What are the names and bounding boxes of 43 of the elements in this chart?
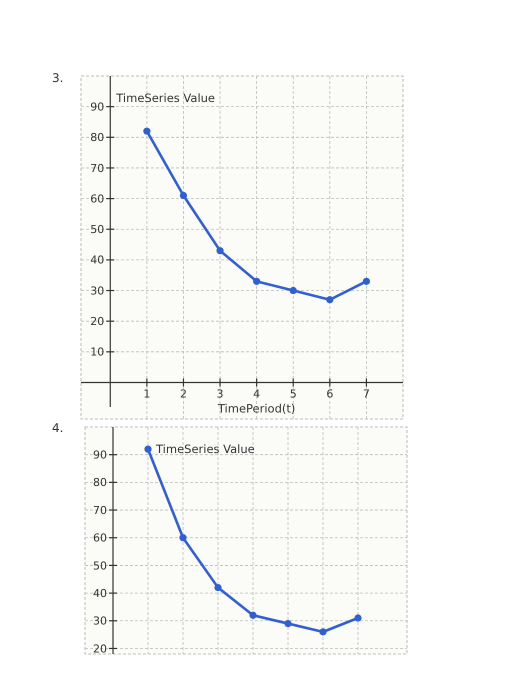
point	[180, 192, 188, 200]
y-tick-label: 30	[90, 284, 104, 298]
point	[253, 278, 260, 285]
y-tick-label: 80	[90, 131, 104, 144]
y-tick-label: 90	[90, 100, 104, 114]
chart-title: 3.	[52, 71, 64, 85]
y-tick-label: 40	[93, 586, 107, 600]
point	[249, 612, 257, 619]
point	[284, 620, 292, 628]
y-axis-title: TimeSeries Value	[115, 91, 216, 105]
y-tick-label: 60	[90, 192, 104, 206]
y-tick-label: 80	[93, 476, 107, 490]
y-tick-label: 70	[90, 162, 104, 175]
y-tick-label: 20	[93, 642, 107, 656]
point	[179, 534, 187, 542]
point	[290, 286, 297, 294]
x-tick-label: 1	[143, 387, 150, 400]
point	[319, 628, 327, 636]
y-axis-title: TimeSeries Value	[155, 442, 255, 456]
point	[216, 247, 224, 254]
y-tick-label: 40	[90, 254, 104, 267]
x-tick-label: 6	[326, 387, 334, 400]
y-tick-label: 70	[93, 504, 107, 517]
point	[326, 296, 334, 304]
y-tick-label: 50	[90, 223, 104, 236]
y-tick-label: 20	[90, 315, 104, 328]
x-tick-label: 2	[180, 387, 187, 400]
x-axis-title: TimePeriod(t)	[216, 401, 296, 416]
chart-title: 4.	[52, 421, 64, 435]
point	[214, 584, 222, 592]
y-tick-label: 50	[93, 559, 107, 572]
y-tick-label: 30	[93, 614, 107, 628]
point	[354, 614, 362, 622]
x-tick-label: 5	[290, 387, 297, 400]
y-tick-label: 90	[93, 448, 107, 462]
y-tick-label: 10	[90, 346, 104, 359]
point	[144, 446, 152, 453]
point	[143, 128, 150, 135]
x-tick-label: 3	[216, 387, 224, 400]
x-tick-label: 7	[362, 387, 370, 400]
x-tick-label: 4	[253, 387, 260, 400]
point	[362, 278, 370, 285]
y-tick-label: 60	[93, 532, 107, 545]
